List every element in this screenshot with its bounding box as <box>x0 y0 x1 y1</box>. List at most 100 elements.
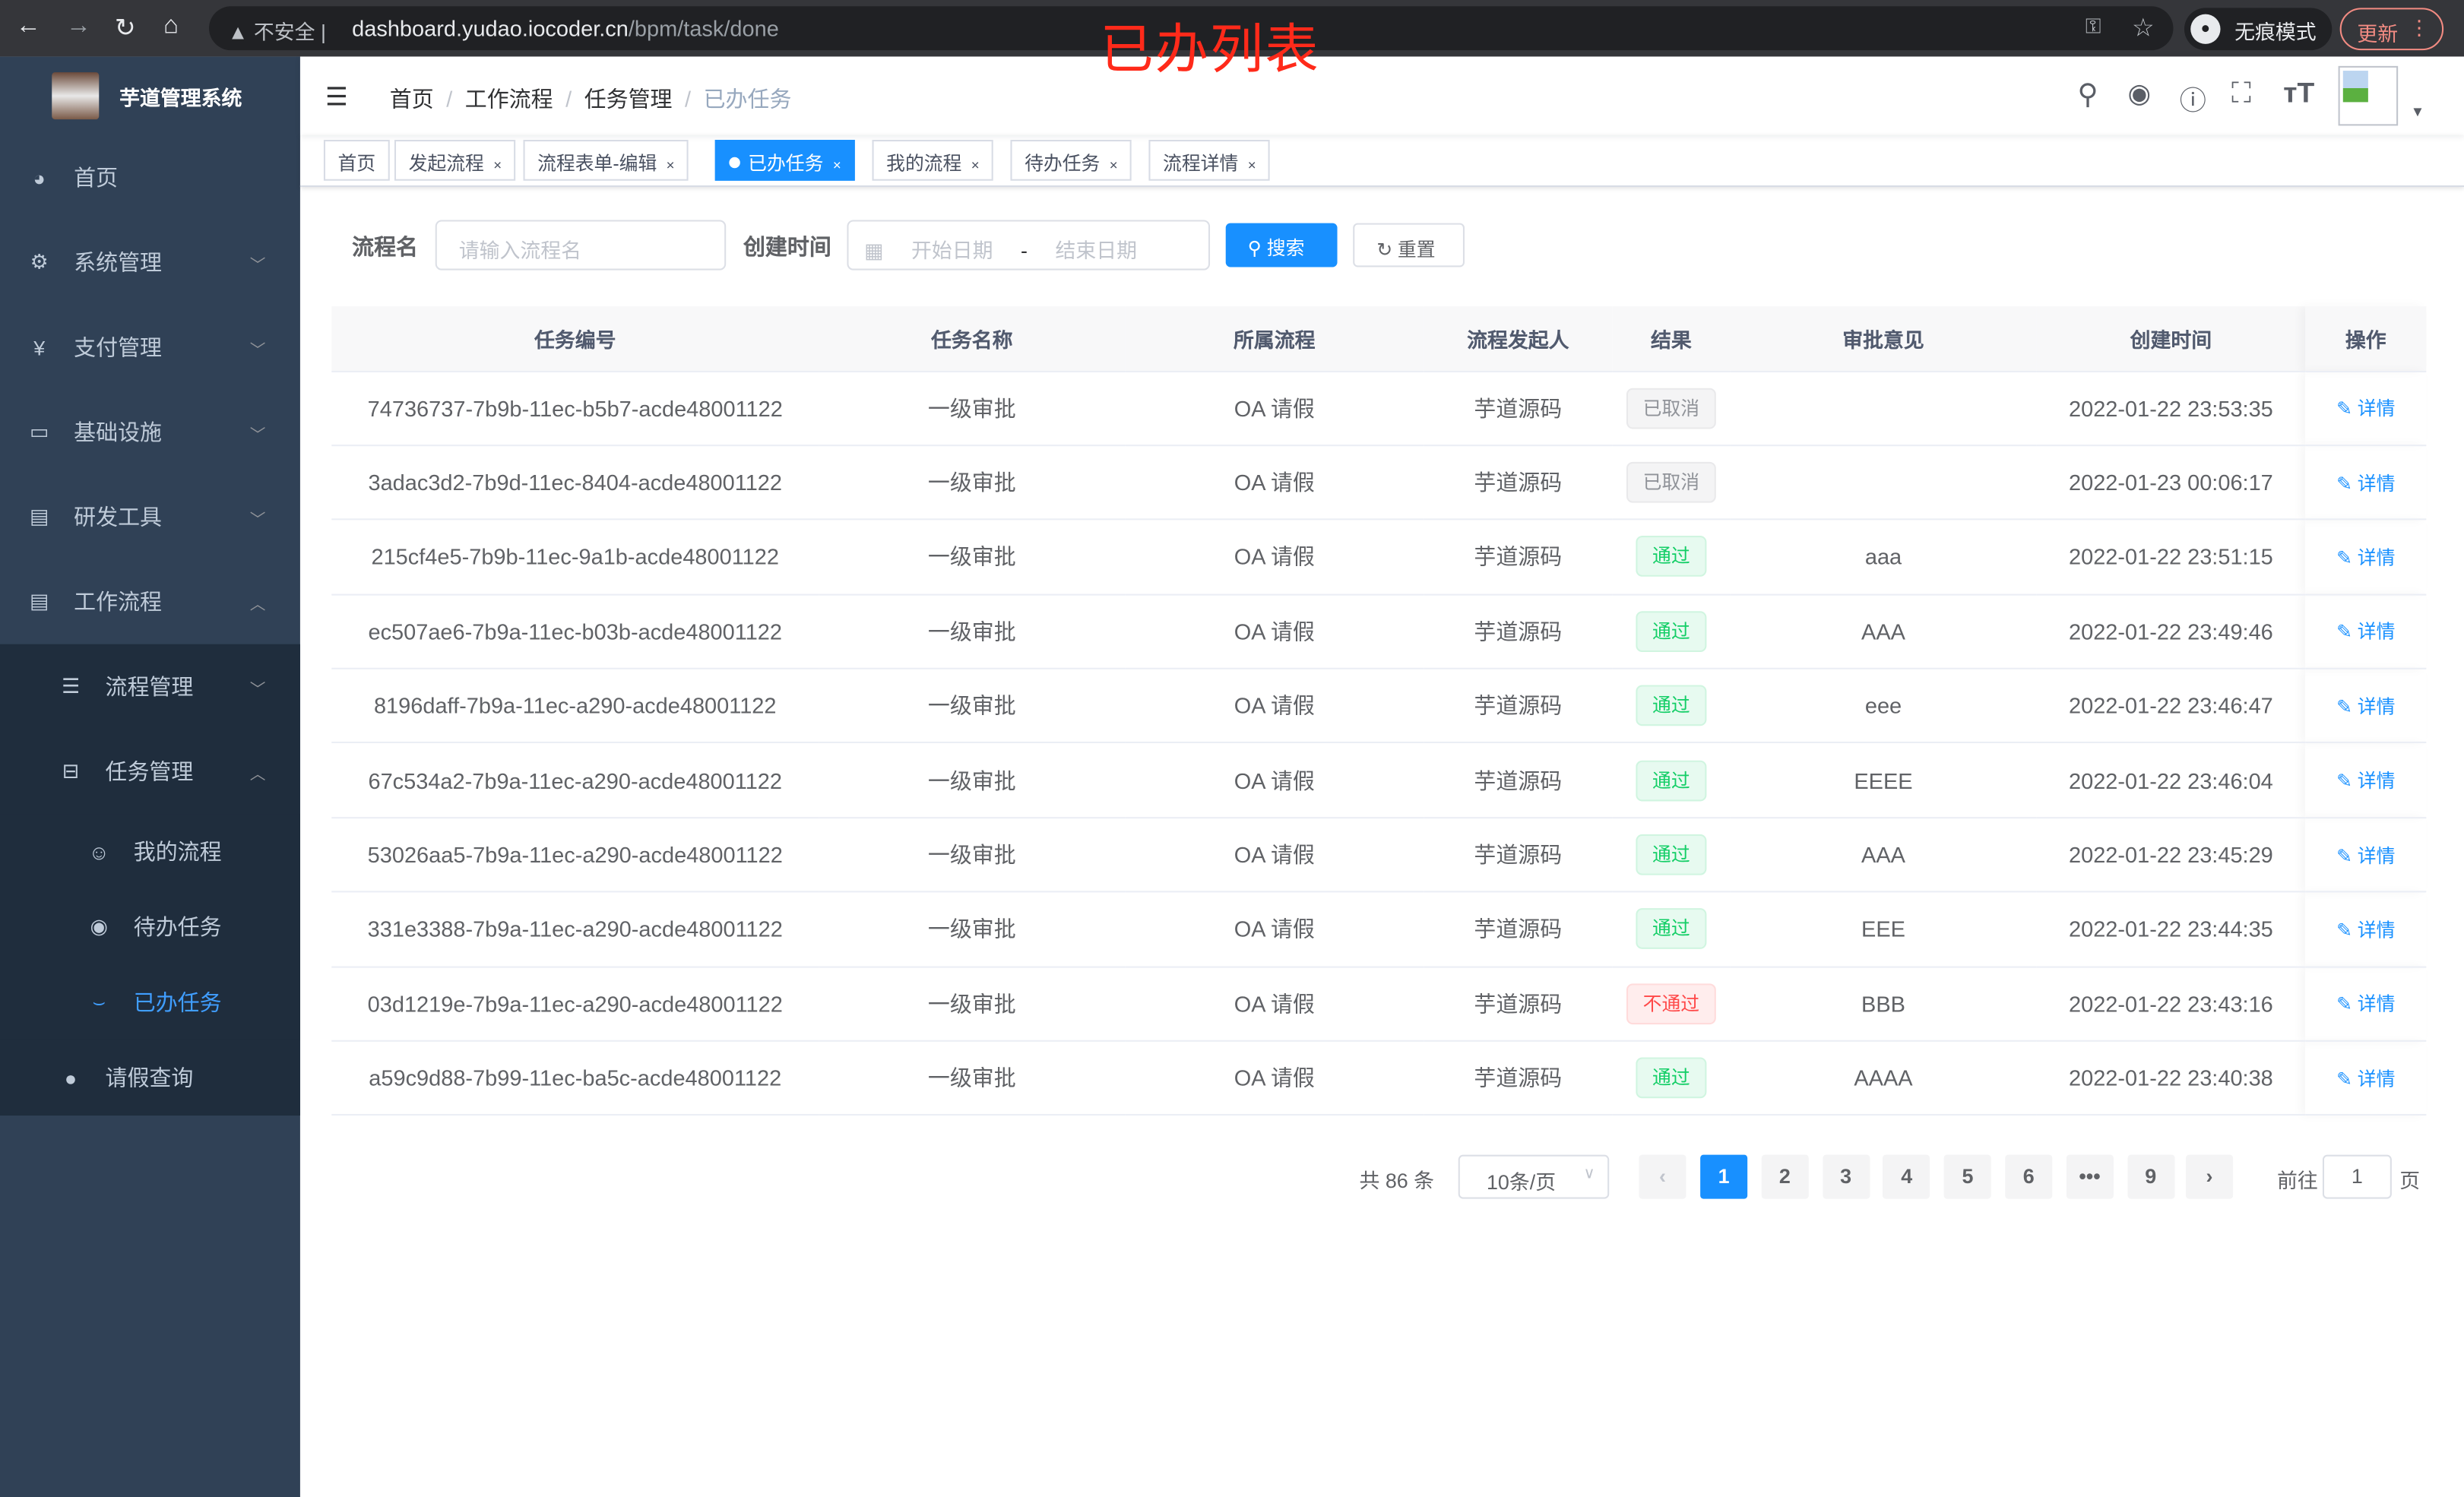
tab-6[interactable]: 流程详情 × <box>1148 140 1271 181</box>
reload-icon[interactable]: ↻ <box>114 15 136 43</box>
sidebar-item-eye-closed[interactable]: ⌣ 已办任务 <box>0 965 300 1040</box>
sidebar-item-yen[interactable]: ¥ 支付管理 ﹀ <box>0 305 300 390</box>
search-icon[interactable]: ⚲ <box>2077 78 2098 110</box>
hamburger-icon[interactable]: ☰ <box>325 84 348 112</box>
page-button[interactable]: 1 <box>1700 1154 1748 1199</box>
search-button[interactable]: ⚲ 搜索 <box>1225 223 1338 267</box>
detail-button[interactable]: ✎ 详情 <box>2336 397 2395 419</box>
logo[interactable]: 芋道管理系统 <box>0 56 300 135</box>
status-badge: 通过 <box>1636 834 1706 875</box>
sidebar-item-eye[interactable]: ◉ 待办任务 <box>0 889 300 964</box>
close-icon[interactable]: × <box>832 157 841 173</box>
detail-button[interactable]: ✎ 详情 <box>2336 993 2395 1015</box>
sidebar-item-dashboard[interactable]: ◕ 首页 <box>0 135 300 220</box>
help-icon[interactable]: ⓘ <box>2179 86 2206 117</box>
tab-5[interactable]: 待办任务 × <box>1010 140 1132 181</box>
close-icon[interactable]: × <box>971 157 980 173</box>
sidebar-item-monitor[interactable]: ▭ 基础设施 ﹀ <box>0 390 300 475</box>
fullscreen-icon[interactable]: ⛶ <box>2231 77 2252 109</box>
tab-3[interactable]: 已办任务 × <box>714 140 856 181</box>
forward-icon[interactable]: → <box>65 12 91 40</box>
breadcrumb-item[interactable]: 工作流程 <box>464 86 553 112</box>
star-icon[interactable]: ☆ <box>2132 15 2155 43</box>
security-label: 不安全 <box>253 20 315 44</box>
table-row: 74736737-7b9b-11ec-b5b7-acde48001122 一级审批… <box>331 370 2427 446</box>
sidebar-item-leave[interactable]: ● 请假查询 <box>0 1040 300 1116</box>
chevron-up-icon: ︿ <box>249 765 266 783</box>
page-button[interactable]: 3 <box>1822 1154 1870 1199</box>
back-icon[interactable]: ← <box>15 12 41 40</box>
close-icon[interactable]: × <box>1247 157 1256 173</box>
sidebar-item-toolbox[interactable]: ▤ 研发工具 ﹀ <box>0 474 300 559</box>
process-name-input[interactable]: 请输入流程名 <box>435 220 727 271</box>
home-icon[interactable]: ⌂ <box>163 12 179 40</box>
security-warning[interactable]: ▲ 不安全 | <box>227 20 327 44</box>
detail-button[interactable]: ✎ 详情 <box>2336 770 2395 792</box>
people-icon: ☺ <box>88 840 109 864</box>
date-range-picker[interactable]: ▦ 开始日期 - 结束日期 <box>847 220 1211 271</box>
github-icon[interactable]: ◉ <box>2127 78 2152 109</box>
sidebar-item-toolbox[interactable]: ▤ 工作流程 ︿ <box>0 559 300 644</box>
main-content: ☰ 首页 / 工作流程 / 任务管理 / 已办任务 ⚲ ◉ ⓘ ⛶ ᴛT ▼ 首页 发起流程 ×… <box>299 56 2464 1497</box>
update-button[interactable]: 更新 ⋮ <box>2339 8 2444 51</box>
detail-button[interactable]: ✎ 详情 <box>2336 844 2395 866</box>
breadcrumb-item[interactable]: 首页 <box>389 86 434 112</box>
page-button[interactable]: 4 <box>1883 1154 1930 1199</box>
page-button[interactable]: 6 <box>2005 1154 2053 1199</box>
page-button[interactable]: ••• <box>2066 1154 2114 1199</box>
incognito-badge[interactable]: ● 无痕模式 <box>2184 8 2333 51</box>
column-header: 操作 <box>2305 306 2427 372</box>
incognito-icon: ● <box>2190 14 2221 44</box>
page-button[interactable]: 9 <box>2127 1154 2174 1199</box>
page-button[interactable]: 2 <box>1761 1154 1809 1199</box>
goto-page-input[interactable]: 1 <box>2322 1154 2392 1199</box>
breadcrumb: 首页 / 工作流程 / 任务管理 / 已办任务 <box>390 84 792 115</box>
cell-comment: aaa <box>1730 519 2037 595</box>
prev-page-button[interactable]: ‹ <box>1639 1154 1686 1199</box>
column-header: 所属流程 <box>1125 306 1424 372</box>
url-host: dashboard.yudao.iocoder.cn <box>352 15 629 41</box>
overlay-title: 已办列表 <box>1100 18 1320 82</box>
cell-action: ✎ 详情 <box>2305 668 2427 744</box>
tab-4[interactable]: 我的流程 × <box>872 140 994 181</box>
tab-0[interactable]: 首页 <box>323 140 390 181</box>
avatar[interactable] <box>2338 65 2399 126</box>
cell-time: 2022-01-22 23:44:35 <box>2036 891 2306 967</box>
detail-button[interactable]: ✎ 详情 <box>2336 621 2395 643</box>
more-icon[interactable]: ⋮ <box>2409 15 2430 40</box>
detail-button[interactable]: ✎ 详情 <box>2336 695 2395 717</box>
task-submenu: ☺ 我的流程 ◉ 待办任务 ⌣ 已办任务 <box>0 814 300 1040</box>
cell-name: 一级审批 <box>819 966 1126 1042</box>
sidebar-item-tree[interactable]: ☰ 流程管理 ﹀ <box>0 644 300 730</box>
cell-id: 03d1219e-7b9a-11ec-a290-acde48001122 <box>331 966 819 1042</box>
status-badge: 通过 <box>1636 536 1706 578</box>
next-page-button[interactable]: › <box>2186 1154 2234 1199</box>
sidebar-item-label: 我的流程 <box>133 839 222 865</box>
sidebar-item-people[interactable]: ☺ 我的流程 <box>0 814 300 889</box>
detail-button[interactable]: ✎ 详情 <box>2336 546 2395 568</box>
close-icon[interactable]: × <box>1109 157 1118 173</box>
page-button[interactable]: 5 <box>1944 1154 1992 1199</box>
cell-starter: 芋道源码 <box>1424 519 1613 595</box>
sidebar-item-gear[interactable]: ⚙ 系统管理 ﹀ <box>0 220 300 305</box>
page-size-select[interactable]: 10条/页 ∨ <box>1458 1154 1610 1199</box>
tab-2[interactable]: 流程表单-编辑 × <box>523 140 689 181</box>
close-icon[interactable]: × <box>666 157 675 173</box>
tab-1[interactable]: 发起流程 × <box>394 140 516 181</box>
chevron-down-icon: ﹀ <box>249 257 266 274</box>
caret-down-icon[interactable]: ▼ <box>2410 103 2425 120</box>
sidebar-item-tree-table[interactable]: ⊟ 任务管理 ︿ <box>0 729 300 814</box>
font-size-icon[interactable]: ᴛT <box>2283 77 2315 109</box>
cell-starter: 芋道源码 <box>1424 817 1613 893</box>
detail-label: 详情 <box>2357 993 2396 1016</box>
close-icon[interactable]: × <box>493 157 502 173</box>
detail-button[interactable]: ✎ 详情 <box>2336 1068 2395 1090</box>
tab-label: 流程详情 <box>1163 152 1239 175</box>
cell-time: 2022-01-22 23:45:29 <box>2036 817 2306 893</box>
detail-button[interactable]: ✎ 详情 <box>2336 919 2395 941</box>
detail-button[interactable]: ✎ 详情 <box>2336 472 2395 494</box>
key-icon[interactable]: ⚿ <box>2085 14 2101 38</box>
address-bar[interactable]: ▲ 不安全 | dashboard.yudao.iocoder.cn/bpm/t… <box>208 6 2174 51</box>
reset-button[interactable]: ↻ 重置 <box>1353 223 1465 267</box>
breadcrumb-item[interactable]: 任务管理 <box>584 86 673 112</box>
